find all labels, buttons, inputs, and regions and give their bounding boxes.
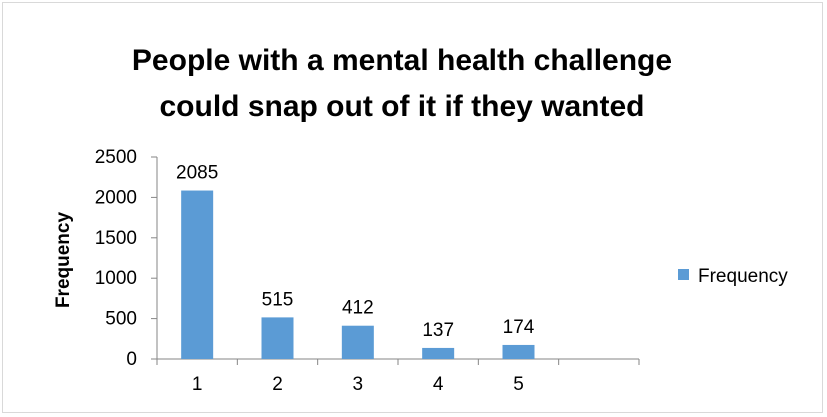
bar bbox=[502, 344, 535, 359]
data-label: 515 bbox=[262, 289, 294, 310]
data-label: 174 bbox=[503, 317, 535, 338]
y-tick-label: 0 bbox=[126, 349, 137, 370]
y-tick-label: 1500 bbox=[95, 228, 137, 249]
data-label: 412 bbox=[342, 298, 374, 319]
chart-title-line-2: could snap out of it if they wanted bbox=[160, 90, 645, 123]
bar bbox=[422, 347, 455, 359]
y-tick-label: 1000 bbox=[95, 268, 137, 289]
bar bbox=[341, 325, 374, 359]
y-tick-label: 2000 bbox=[95, 187, 137, 208]
y-tick-label: 500 bbox=[105, 309, 137, 330]
x-tick-label: 2 bbox=[272, 374, 283, 395]
y-axis-label: Frequency bbox=[53, 212, 74, 309]
y-tick-label: 2500 bbox=[95, 147, 137, 168]
x-tick-label: 3 bbox=[353, 374, 364, 395]
bar bbox=[181, 190, 214, 359]
chart-svg: People with a mental health challenge co… bbox=[53, 44, 788, 395]
legend: Frequency bbox=[678, 266, 788, 287]
legend-label: Frequency bbox=[698, 266, 788, 287]
x-tick-label: 4 bbox=[433, 374, 444, 395]
data-label: 2085 bbox=[176, 163, 218, 184]
data-label: 137 bbox=[422, 320, 454, 341]
chart-title-line-1: People with a mental health challenge bbox=[132, 44, 672, 77]
x-tick-label: 5 bbox=[513, 374, 524, 395]
chart-frame: People with a mental health challenge co… bbox=[2, 2, 823, 413]
legend-swatch bbox=[678, 269, 689, 280]
x-tick-label: 1 bbox=[192, 374, 203, 395]
plot-area: 0 500 1000 1500 2000 2500 1 2 3 4 5 2085 515 412 137 17… bbox=[95, 147, 640, 395]
bar bbox=[261, 317, 294, 359]
